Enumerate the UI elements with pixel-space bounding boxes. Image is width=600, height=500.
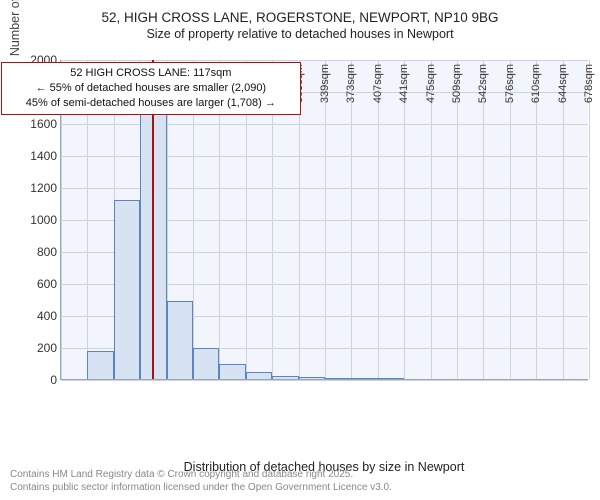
footer-line-2: Contains public sector information licen…: [10, 481, 392, 494]
footer-text: Contains HM Land Registry data © Crown c…: [10, 468, 392, 494]
histogram-bar[interactable]: [351, 378, 377, 379]
histogram-bar[interactable]: [193, 348, 219, 379]
y-tick-label: 200: [9, 341, 57, 355]
gridline-vertical: [404, 60, 405, 379]
y-tick-label: 1000: [9, 213, 57, 227]
gridline-vertical: [536, 60, 537, 379]
x-tick-label: 475sqm: [425, 64, 437, 103]
histogram-bar[interactable]: [299, 377, 325, 379]
y-tick-label: 1400: [9, 149, 57, 163]
x-tick-label: 610sqm: [530, 64, 542, 103]
x-tick-label: 542sqm: [477, 64, 489, 103]
histogram-bar[interactable]: [167, 301, 193, 379]
y-tick-label: 0: [9, 373, 57, 387]
gridline-vertical: [483, 60, 484, 379]
histogram-bar[interactable]: [114, 200, 140, 379]
x-tick-label: 407sqm: [372, 64, 384, 103]
gridline-vertical: [510, 60, 511, 379]
x-tick-label: 373sqm: [345, 64, 357, 103]
annotation-line-1: 52 HIGH CROSS LANE: 117sqm: [8, 66, 294, 81]
y-tick-label: 400: [9, 309, 57, 323]
gridline-vertical: [378, 60, 379, 379]
gridline-vertical: [457, 60, 458, 379]
property-size-chart: 52, HIGH CROSS LANE, ROGERSTONE, NEWPORT…: [0, 0, 600, 500]
x-tick-label: 644sqm: [557, 64, 569, 103]
gridline-vertical: [431, 60, 432, 379]
annotation-line-3: 45% of semi-detached houses are larger (…: [8, 96, 294, 111]
x-tick-label: 509sqm: [451, 64, 463, 103]
gridline-vertical: [325, 60, 326, 379]
footer-line-1: Contains HM Land Registry data © Crown c…: [10, 468, 392, 481]
y-tick-label: 600: [9, 277, 57, 291]
x-tick-label: 576sqm: [504, 64, 516, 103]
gridline-horizontal: [61, 380, 588, 381]
histogram-bar[interactable]: [325, 378, 351, 379]
histogram-bar[interactable]: [272, 376, 298, 379]
histogram-bar[interactable]: [378, 378, 404, 379]
histogram-bar[interactable]: [246, 372, 272, 379]
x-tick-label: 339sqm: [319, 64, 331, 103]
gridline-vertical: [351, 60, 352, 379]
annotation-line-2: ← 55% of detached houses are smaller (2,…: [8, 81, 294, 96]
y-tick-label: 1200: [9, 181, 57, 195]
annotation-box: 52 HIGH CROSS LANE: 117sqm ← 55% of deta…: [1, 62, 301, 115]
chart-title: 52, HIGH CROSS LANE, ROGERSTONE, NEWPORT…: [0, 0, 600, 25]
gridline-vertical: [563, 60, 564, 379]
gridline-vertical: [589, 60, 590, 379]
y-tick-label: 800: [9, 245, 57, 259]
histogram-bar[interactable]: [219, 364, 245, 379]
chart-subtitle: Size of property relative to detached ho…: [0, 27, 600, 41]
histogram-bar[interactable]: [87, 351, 113, 379]
x-tick-label: 678sqm: [583, 64, 595, 103]
x-tick-label: 441sqm: [398, 64, 410, 103]
